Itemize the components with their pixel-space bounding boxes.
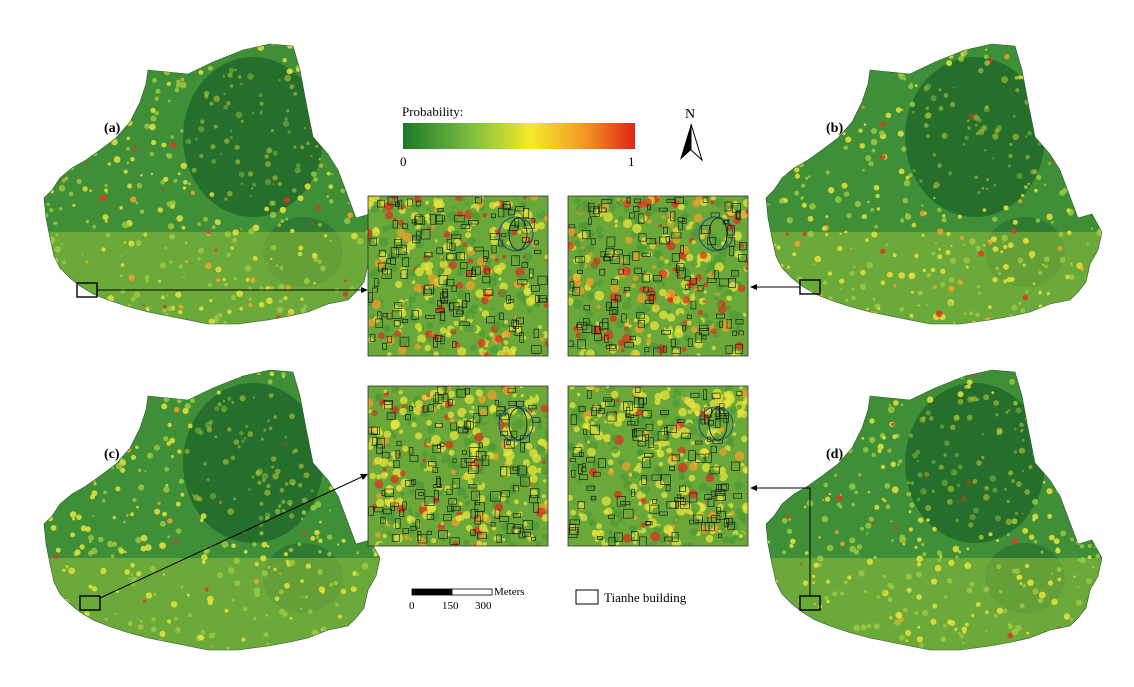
scale-bar: Meters 0 150 300 [409, 586, 525, 612]
district-map-b [765, 43, 1103, 325]
north-arrow-left-half [680, 124, 691, 160]
north-arrow: N [680, 107, 704, 162]
scale-bar-white-segment [451, 588, 493, 596]
building-legend: Tianhe building [575, 589, 687, 605]
locator-b [750, 279, 821, 295]
district-map-d [765, 369, 1103, 651]
locator-c [79, 474, 368, 611]
scale-bar-tick-0: 0 [409, 600, 415, 612]
locator-d [750, 485, 821, 611]
locator-box-c [79, 595, 101, 611]
zoom-inset-a [367, 195, 549, 357]
locator-a [76, 282, 368, 298]
zoom-inset-b [567, 195, 749, 357]
leader-line-c [99, 474, 367, 599]
legend-max-label: 1 [628, 154, 635, 169]
leader-line-d [752, 487, 811, 596]
building-legend-label: Tianhe building [604, 590, 687, 605]
legend-min-label: 0 [400, 154, 407, 169]
panel-label-d: (d) [826, 447, 843, 462]
scale-bar-tick-150: 150 [442, 600, 459, 612]
leader-arrow-a [361, 287, 368, 293]
probability-legend: Probability: 0 1 [400, 104, 635, 169]
leader-arrow-b [750, 284, 757, 290]
scale-bar-tick-300: 300 [475, 600, 492, 612]
panel-label-c: (c) [104, 447, 120, 462]
scale-bar-unit: Meters [494, 586, 525, 598]
leader-arrow-d [750, 485, 757, 491]
building-legend-swatch [575, 589, 599, 605]
legend-color-ramp [403, 123, 635, 149]
zoom-inset-c [367, 385, 549, 547]
panel-label-b: (b) [826, 121, 843, 136]
north-arrow-label: N [685, 107, 695, 122]
district-map-c [43, 369, 381, 651]
legend-title: Probability: [402, 104, 463, 119]
panel-label-a: (a) [104, 121, 121, 136]
leader-arrow-c [360, 474, 368, 480]
scale-bar-black-segment [411, 588, 453, 596]
north-arrow-right-half [690, 123, 704, 162]
zoom-inset-d [567, 385, 749, 547]
